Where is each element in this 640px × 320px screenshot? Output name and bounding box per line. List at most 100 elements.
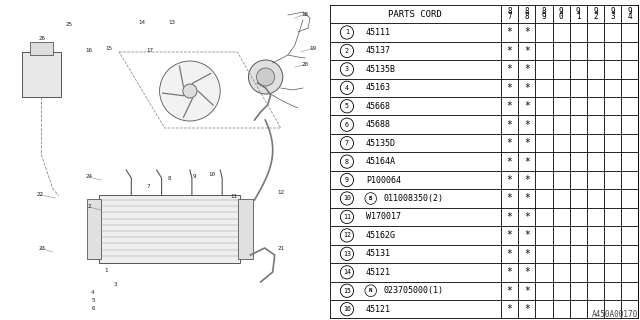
Text: 0: 0: [559, 12, 563, 21]
Text: 4: 4: [627, 12, 632, 21]
Circle shape: [340, 302, 353, 316]
Circle shape: [340, 266, 353, 279]
Text: *: *: [524, 64, 530, 74]
Text: 24: 24: [85, 174, 92, 180]
Text: 6: 6: [91, 306, 95, 310]
Circle shape: [340, 247, 353, 260]
Text: W170017: W170017: [366, 212, 401, 221]
Text: 21: 21: [277, 245, 284, 251]
Text: 2: 2: [593, 12, 598, 21]
Text: *: *: [507, 138, 513, 148]
Text: *: *: [524, 28, 530, 37]
Text: *: *: [524, 286, 530, 296]
Circle shape: [365, 193, 376, 204]
Circle shape: [340, 81, 353, 94]
Circle shape: [340, 229, 353, 242]
Text: 1: 1: [345, 29, 349, 36]
Text: 8: 8: [524, 7, 529, 16]
Text: 1: 1: [104, 268, 108, 273]
Text: 8: 8: [524, 12, 529, 21]
Text: 8: 8: [345, 159, 349, 164]
Text: 2: 2: [345, 48, 349, 54]
Text: 7: 7: [345, 140, 349, 146]
Text: *: *: [507, 212, 513, 222]
Text: 023705000(1): 023705000(1): [383, 286, 444, 295]
Text: 45668: 45668: [366, 102, 391, 111]
Text: 11: 11: [343, 214, 351, 220]
Text: 20: 20: [301, 62, 308, 68]
Text: *: *: [524, 120, 530, 130]
Text: 16: 16: [85, 47, 92, 52]
Circle shape: [159, 61, 220, 121]
Text: 10: 10: [343, 196, 351, 202]
Text: *: *: [524, 101, 530, 111]
Text: 2: 2: [87, 204, 91, 210]
Text: 45111: 45111: [366, 28, 391, 37]
Text: *: *: [507, 120, 513, 130]
Text: 45162G: 45162G: [366, 231, 396, 240]
Circle shape: [340, 100, 353, 113]
Text: *: *: [507, 286, 513, 296]
Text: 15: 15: [343, 288, 351, 294]
Text: *: *: [524, 249, 530, 259]
Circle shape: [340, 118, 353, 131]
Circle shape: [340, 192, 353, 205]
Text: *: *: [507, 83, 513, 93]
Text: *: *: [507, 194, 513, 204]
Text: *: *: [524, 138, 530, 148]
Text: 18: 18: [301, 12, 308, 17]
Text: 45164A: 45164A: [366, 157, 396, 166]
Text: *: *: [507, 101, 513, 111]
Text: 10: 10: [209, 172, 216, 177]
Text: 45135B: 45135B: [366, 65, 396, 74]
Text: 22: 22: [37, 193, 44, 197]
Text: 7: 7: [508, 12, 512, 21]
Text: 3: 3: [113, 282, 117, 286]
Text: *: *: [507, 175, 513, 185]
Text: 9: 9: [345, 177, 349, 183]
Text: 6: 6: [345, 122, 349, 128]
Circle shape: [340, 173, 353, 187]
Text: 8: 8: [508, 7, 512, 16]
Text: 17: 17: [146, 47, 153, 52]
Circle shape: [257, 68, 275, 86]
Text: 15: 15: [106, 45, 113, 51]
Text: A450A00170: A450A00170: [592, 310, 639, 319]
Circle shape: [340, 44, 353, 58]
Text: 5: 5: [345, 103, 349, 109]
Text: 12: 12: [277, 189, 284, 195]
Text: 5: 5: [91, 298, 95, 302]
Circle shape: [340, 63, 353, 76]
Text: 9: 9: [576, 7, 580, 16]
Text: N: N: [369, 288, 372, 293]
Text: 14: 14: [343, 269, 351, 275]
Text: 9: 9: [593, 7, 598, 16]
Text: *: *: [507, 28, 513, 37]
Text: 45135D: 45135D: [366, 139, 396, 148]
Bar: [22, 52, 61, 97]
Text: 16: 16: [343, 306, 351, 312]
Text: 011008350(2): 011008350(2): [383, 194, 444, 203]
Text: *: *: [507, 304, 513, 314]
Text: 9: 9: [611, 7, 615, 16]
Text: 13: 13: [343, 251, 351, 257]
Text: *: *: [524, 304, 530, 314]
Text: 3: 3: [345, 66, 349, 72]
Text: 9: 9: [627, 7, 632, 16]
Text: 1: 1: [576, 12, 580, 21]
Text: *: *: [507, 156, 513, 167]
Text: 13: 13: [168, 20, 175, 25]
Text: 45131: 45131: [366, 249, 391, 258]
Circle shape: [340, 26, 353, 39]
Circle shape: [340, 284, 353, 297]
Text: *: *: [507, 230, 513, 240]
Text: *: *: [524, 175, 530, 185]
Text: *: *: [524, 156, 530, 167]
Text: 4: 4: [345, 85, 349, 91]
Text: 19: 19: [310, 45, 317, 51]
Text: *: *: [524, 230, 530, 240]
Text: *: *: [524, 46, 530, 56]
Text: *: *: [524, 212, 530, 222]
Text: 3: 3: [611, 12, 615, 21]
Circle shape: [183, 84, 197, 98]
